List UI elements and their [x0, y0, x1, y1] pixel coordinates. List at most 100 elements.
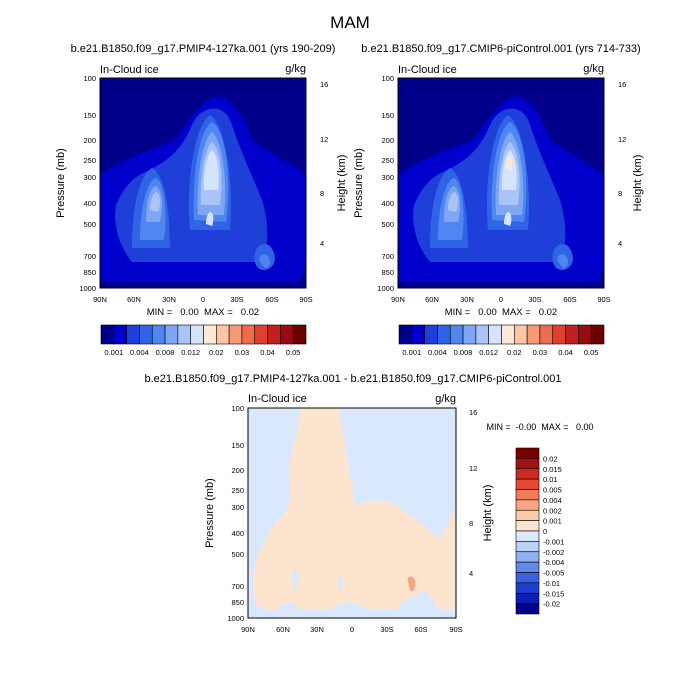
colorbar-label: 0.001 — [543, 517, 562, 526]
x-tick-label: 0 — [499, 295, 503, 304]
y-tick-label: 150 — [231, 441, 244, 450]
colorbar-label: 0.001 — [104, 348, 123, 357]
colorbar-swatch — [292, 324, 307, 345]
colorbar-label: -0.015 — [543, 589, 564, 598]
colorbar-label: 0.012 — [479, 348, 498, 357]
colorbar-swatch — [241, 324, 256, 345]
contour-field — [248, 408, 456, 618]
colorbar-swatch — [280, 324, 294, 345]
x-tick-label: 30S — [230, 295, 243, 304]
colorbar-label: 0.008 — [454, 348, 473, 357]
x-tick-label: 30N — [162, 295, 176, 304]
y-tick-label: 500 — [231, 550, 244, 559]
y-tick-label: 200 — [381, 136, 394, 145]
colorbar-label: 0.02 — [507, 348, 522, 357]
contour-band — [506, 156, 513, 170]
figure-title: MAM — [330, 13, 370, 32]
y-tick-label: 250 — [231, 486, 244, 495]
y-tick-label: 1000 — [227, 614, 244, 623]
y-tick-label: 100 — [83, 74, 96, 83]
y-axis-title: Pressure (mb) — [353, 148, 365, 218]
colorbar-swatch — [515, 489, 540, 501]
colorbar-swatch — [164, 324, 179, 345]
colorbar-swatch — [515, 468, 540, 480]
colorbar-label: -0.01 — [543, 579, 560, 588]
y-tick-label: 400 — [231, 529, 244, 538]
y-axis-title: Pressure (mb) — [204, 478, 216, 548]
y-tick-label: 500 — [381, 220, 394, 229]
colorbar-label: 0.04 — [558, 348, 573, 357]
colorbar-label: -0.002 — [543, 548, 564, 557]
y-tick-label: 850 — [381, 268, 394, 277]
y-tick-label: 100 — [381, 74, 394, 83]
min-max-label: MIN = -0.00 MAX = 0.00 — [486, 422, 593, 432]
colorbar-swatch — [515, 499, 540, 511]
y-axis-right-title: Height (km) — [336, 155, 348, 212]
x-tick-label: 90N — [391, 295, 405, 304]
colorbar-swatch — [177, 324, 191, 345]
colorbar-swatch — [578, 324, 592, 345]
colorbar-swatch — [475, 324, 489, 345]
x-tick-label: 60N — [276, 625, 290, 634]
plot-frame — [99, 77, 307, 289]
colorbar-label: 0.002 — [543, 506, 562, 515]
panel-pmip4: b.e21.B1850.f09_g17.PMIP4-127ka.001 (yrs… — [55, 43, 348, 357]
units-label: g/kg — [285, 63, 306, 75]
colorbar-swatch — [514, 324, 528, 345]
y-tick-label: 300 — [231, 503, 244, 512]
y-axis-right: 16 12 8 4 — [320, 80, 328, 248]
colorbar-swatch — [552, 324, 566, 345]
colorbar-label: 0.05 — [584, 348, 599, 357]
x-tick-label: 90S — [299, 295, 312, 304]
y-right-tick-label: 16 — [469, 408, 477, 417]
x-tick-label: 90N — [93, 295, 107, 304]
colorbar-label: 0.02 — [543, 454, 558, 463]
y-tick-label: 850 — [83, 268, 96, 277]
colorbar-label: 0.008 — [156, 348, 175, 357]
y-right-tick-label: 16 — [618, 80, 626, 89]
y-tick-label: 250 — [381, 156, 394, 165]
x-tick-label: 60N — [127, 295, 141, 304]
contour-band — [501, 150, 517, 226]
variable-label: In-Cloud ice — [100, 64, 159, 76]
colorbar-swatch — [100, 324, 115, 345]
colorbar-label: 0.02 — [209, 348, 224, 357]
colorbar-swatch — [113, 324, 127, 345]
colorbar-swatch — [515, 603, 540, 615]
y-axis-title: Pressure (mb) — [55, 148, 67, 218]
y-tick-label: 300 — [83, 173, 96, 182]
colorbar-swatch — [501, 324, 515, 345]
colorbar-swatch — [515, 447, 540, 459]
colorbar-label: -0.02 — [543, 600, 560, 609]
colorbar-swatch — [565, 324, 579, 345]
x-axis: 90N 60N 30N 0 30S 60S 90S — [391, 295, 611, 304]
x-tick-label: 30S — [528, 295, 541, 304]
colorbar-swatch — [515, 592, 540, 604]
y-right-tick-label: 12 — [469, 464, 477, 473]
colorbar-label: 0.004 — [543, 496, 562, 505]
panel-difference: b.e21.B1850.f09_g17.PMIP4-127ka.001 - b.… — [144, 373, 593, 634]
y-right-tick-label: 16 — [320, 80, 328, 89]
colorbar-swatch — [203, 324, 217, 345]
colorbar-swatch — [488, 324, 502, 345]
y-right-tick-label: 12 — [320, 135, 328, 144]
y-tick-label: 400 — [381, 199, 394, 208]
colorbar: 0.001 0.004 0.008 0.012 0.02 0.03 0.04 0.05 — [100, 324, 307, 357]
y-tick-label: 300 — [381, 173, 394, 182]
colorbar-label: -0.004 — [543, 558, 564, 567]
min-max-label: MIN = 0.00 MAX = 0.02 — [147, 307, 259, 318]
y-tick-label: 700 — [83, 252, 96, 261]
panel-title: b.e21.B1850.f09_g17.PMIP4-127ka.001 - b.… — [144, 373, 561, 385]
colorbar-swatch — [449, 324, 464, 345]
colorbar-label: 0.05 — [286, 348, 301, 357]
colorbar-swatch — [515, 509, 540, 521]
y-tick-label: 150 — [381, 111, 394, 120]
contour-band — [291, 570, 344, 591]
plot-frame — [397, 77, 605, 289]
variable-label: In-Cloud ice — [398, 64, 457, 76]
x-tick-label: 0 — [201, 295, 205, 304]
y-tick-label: 100 — [231, 404, 244, 413]
y-tick-label: 200 — [83, 136, 96, 145]
y-tick-label: 1000 — [79, 284, 96, 293]
y-tick-label: 1000 — [377, 284, 394, 293]
